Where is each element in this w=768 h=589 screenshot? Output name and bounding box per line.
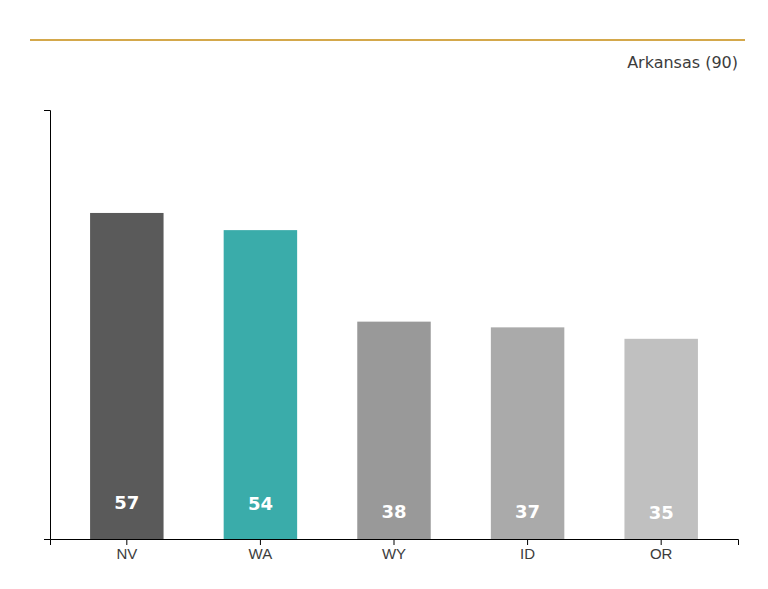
bar bbox=[491, 327, 564, 539]
bars bbox=[90, 213, 698, 539]
data-label: 38 bbox=[381, 501, 406, 522]
chart: Arkansas (90) 57 54 38 37 35 NV WA WY ID OR bbox=[0, 0, 768, 589]
x-tick: WY bbox=[382, 539, 406, 562]
annotation-line bbox=[30, 39, 745, 41]
x-tick: ID bbox=[520, 539, 535, 562]
data-label: 57 bbox=[114, 492, 139, 513]
x-tick: NV bbox=[116, 539, 137, 562]
bar bbox=[624, 339, 697, 539]
x-tick-label: WA bbox=[249, 545, 273, 562]
x-tick-label: OR bbox=[650, 545, 673, 562]
bar bbox=[224, 230, 297, 539]
x-tick-label: NV bbox=[116, 545, 137, 562]
x-tick: WA bbox=[249, 539, 273, 562]
y-axis bbox=[44, 111, 51, 540]
data-label: 35 bbox=[649, 502, 674, 523]
data-label: 54 bbox=[248, 493, 273, 514]
x-tick-label: WY bbox=[382, 545, 406, 562]
data-labels: 57 54 38 37 35 bbox=[114, 492, 673, 523]
bar bbox=[357, 322, 430, 539]
annotation: Arkansas (90) bbox=[627, 53, 738, 72]
x-axis: NV WA WY ID OR bbox=[51, 539, 739, 562]
x-tick-label: ID bbox=[520, 545, 535, 562]
plot: 57 54 38 37 35 NV WA WY ID OR bbox=[44, 111, 739, 562]
bar bbox=[90, 213, 163, 539]
y-axis-line bbox=[44, 111, 51, 540]
x-tick: OR bbox=[650, 539, 673, 562]
data-label: 37 bbox=[515, 501, 540, 522]
